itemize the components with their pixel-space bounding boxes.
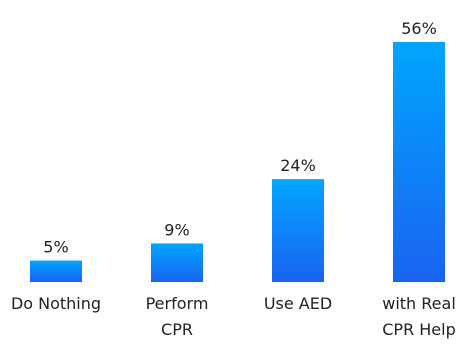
category-label-0: Do Nothing bbox=[11, 294, 101, 313]
value-label-2: 24% bbox=[280, 156, 316, 175]
category-label-2: Use AED bbox=[264, 294, 332, 313]
category-label-1-line-1: CPR bbox=[161, 320, 193, 339]
value-label-1: 9% bbox=[164, 220, 189, 239]
value-labels-group: 5% 9% 24% 56% bbox=[43, 19, 436, 257]
category-label-3-line-0: with Real bbox=[382, 294, 456, 313]
value-label-3: 56% bbox=[401, 19, 437, 38]
category-label-3-line-1: CPR Help bbox=[382, 320, 456, 339]
category-labels-group: Do Nothing Perform CPR Use AED with Real CPR … bbox=[11, 294, 456, 339]
bars-group bbox=[30, 42, 445, 282]
bar-3 bbox=[393, 42, 445, 282]
category-label-1-line-0: Perform bbox=[146, 294, 209, 313]
bar-0 bbox=[30, 260, 82, 282]
bar-1 bbox=[151, 243, 203, 282]
bar-2 bbox=[272, 179, 324, 282]
value-label-0: 5% bbox=[43, 238, 68, 257]
